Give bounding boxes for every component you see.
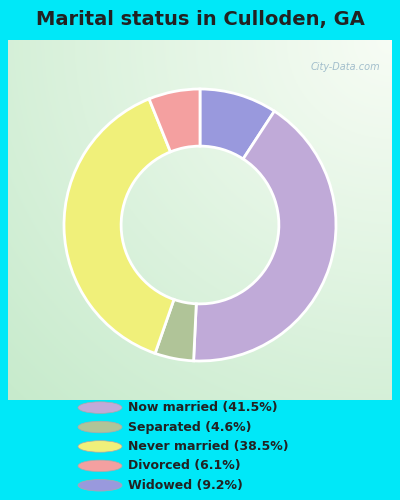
Wedge shape bbox=[149, 89, 200, 152]
Text: Now married (41.5%): Now married (41.5%) bbox=[128, 401, 278, 414]
Circle shape bbox=[78, 421, 122, 433]
Circle shape bbox=[78, 402, 122, 413]
Text: Never married (38.5%): Never married (38.5%) bbox=[128, 440, 289, 453]
Wedge shape bbox=[200, 89, 274, 159]
Wedge shape bbox=[64, 99, 174, 353]
Circle shape bbox=[78, 460, 122, 471]
Circle shape bbox=[78, 480, 122, 491]
Circle shape bbox=[78, 440, 122, 452]
Text: Widowed (9.2%): Widowed (9.2%) bbox=[128, 479, 243, 492]
Wedge shape bbox=[194, 111, 336, 361]
Text: City-Data.com: City-Data.com bbox=[311, 62, 380, 72]
Text: Marital status in Culloden, GA: Marital status in Culloden, GA bbox=[36, 10, 364, 29]
Wedge shape bbox=[155, 300, 196, 361]
Text: Separated (4.6%): Separated (4.6%) bbox=[128, 420, 252, 434]
Text: Divorced (6.1%): Divorced (6.1%) bbox=[128, 460, 241, 472]
